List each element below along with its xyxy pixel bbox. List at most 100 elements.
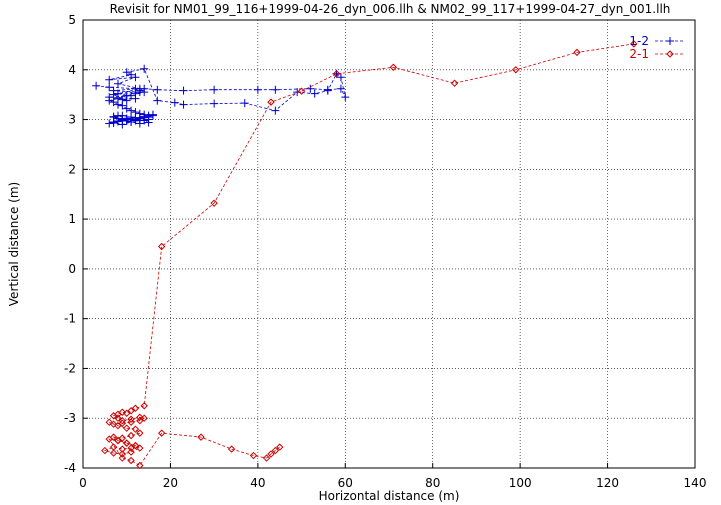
data-point [271, 446, 280, 455]
data-point [227, 445, 236, 453]
data-point [297, 87, 306, 95]
data-point [210, 85, 219, 94]
x-tick-label: 0 [79, 476, 87, 490]
data-point [630, 40, 638, 48]
data-point [127, 118, 136, 127]
data-point [105, 435, 113, 443]
data-point [127, 431, 135, 440]
x-tick-label: 80 [425, 476, 440, 490]
data-point [131, 425, 140, 433]
data-point [122, 68, 131, 77]
data-point [114, 421, 122, 430]
data-point [127, 456, 135, 465]
data-point [123, 439, 131, 447]
data-point [148, 111, 157, 120]
data-point [131, 404, 140, 412]
data-point [144, 118, 153, 127]
data-point [114, 414, 122, 422]
data-point [122, 91, 131, 100]
data-point [170, 98, 179, 107]
data-point [157, 429, 166, 437]
data-point [512, 66, 520, 74]
x-tick-label: 40 [250, 476, 265, 490]
series-2-1 [101, 40, 638, 470]
data-point [573, 48, 581, 57]
data-point [389, 63, 398, 71]
data-point [140, 88, 149, 97]
data-point [179, 86, 188, 95]
data-point [109, 412, 118, 420]
data-point [210, 199, 218, 207]
data-point [114, 436, 122, 445]
y-tick-label: -4 [64, 461, 76, 475]
x-axis: 0 20 40 60 80 100 120 140 [79, 463, 706, 490]
data-point [113, 100, 122, 109]
x-tick-label: 100 [509, 476, 532, 490]
data-point [127, 418, 135, 426]
x-tick-label: 120 [596, 476, 619, 490]
data-point [136, 429, 144, 437]
data-point [153, 96, 162, 105]
data-point [262, 454, 271, 462]
data-point [136, 413, 144, 421]
data-point [140, 64, 149, 73]
legend-label: 1-2 [629, 34, 649, 48]
data-point [341, 93, 350, 102]
y-tick-label: 4 [68, 63, 76, 77]
data-point [113, 111, 122, 120]
data-point [122, 104, 131, 113]
data-point [197, 433, 205, 441]
y-axis: -4 -3 -2 -1 0 1 2 3 4 5 [64, 13, 88, 475]
data-point [118, 434, 127, 442]
data-point [118, 450, 127, 458]
data-point [140, 414, 148, 422]
data-point [105, 418, 113, 426]
data-point [105, 96, 114, 105]
legend-label: 2-1 [629, 47, 649, 61]
data-point [127, 70, 136, 79]
y-tick-label: -3 [64, 411, 76, 425]
data-point [136, 444, 144, 452]
y-tick-label: 3 [68, 113, 76, 127]
data-point [210, 99, 219, 108]
data-point [109, 90, 118, 99]
data-point [140, 116, 149, 125]
y-tick-label: 5 [68, 13, 76, 27]
series-1-2 [92, 64, 350, 129]
data-point [118, 408, 127, 416]
data-point [118, 419, 127, 427]
data-point [118, 101, 127, 110]
data-point [136, 417, 144, 425]
data-point [127, 407, 135, 415]
data-point [267, 98, 275, 106]
data-point [306, 84, 315, 93]
chart-title: Revisit for NM01_99_116+1999-04-26_dyn_0… [110, 2, 671, 16]
data-point [271, 106, 280, 115]
data-point [92, 81, 101, 90]
data-point [332, 70, 341, 78]
data-point [336, 84, 345, 93]
data-point [109, 433, 118, 441]
data-point [131, 116, 140, 125]
data-point [276, 443, 284, 451]
data-point [267, 450, 275, 458]
data-point [109, 449, 118, 457]
data-point [109, 113, 118, 122]
data-point [114, 410, 122, 418]
data-point [179, 100, 188, 109]
data-point [123, 424, 131, 432]
data-point [336, 73, 345, 82]
data-point [157, 242, 166, 251]
data-point [118, 417, 127, 425]
data-point [271, 85, 280, 94]
legend: 1-22-1 [629, 34, 685, 61]
data-point [131, 73, 140, 82]
y-tick-label: 2 [68, 162, 76, 176]
x-tick-label: 20 [163, 476, 178, 490]
data-point [118, 445, 127, 453]
data-point [127, 415, 135, 423]
data-point [101, 446, 109, 455]
data-point [127, 444, 135, 452]
